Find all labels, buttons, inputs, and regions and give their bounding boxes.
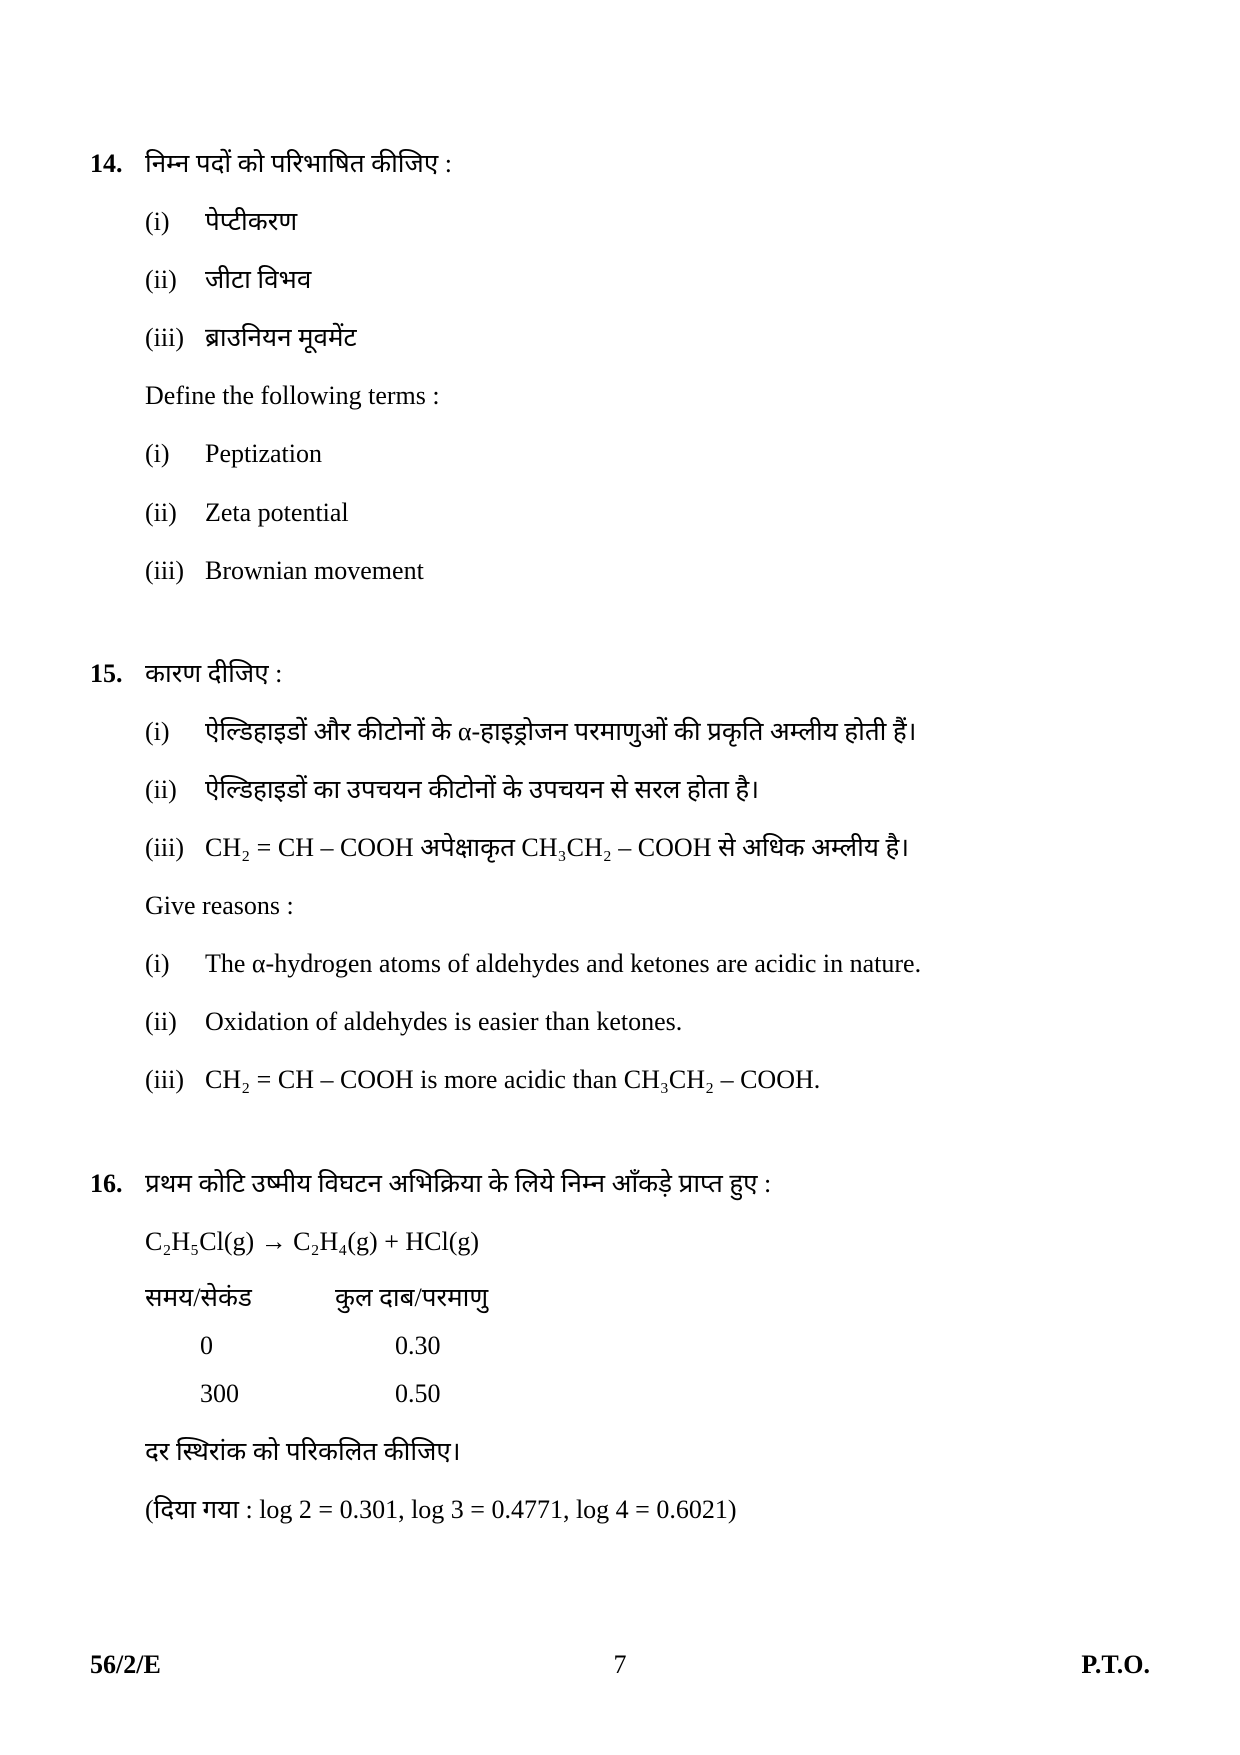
- question-number: 16.: [90, 1160, 145, 1208]
- sub-item: (i) The α-hydrogen atoms of aldehydes an…: [145, 940, 1150, 988]
- sub-marker: (i): [145, 430, 205, 478]
- sub-marker: (ii): [145, 998, 205, 1046]
- table-cell: 0.30: [335, 1322, 535, 1370]
- sub-text: Brownian movement: [205, 547, 1150, 595]
- sub-marker: (iii): [145, 314, 205, 362]
- sub-marker: (i): [145, 708, 205, 756]
- sub-text: जीटा विभव: [205, 256, 1150, 304]
- sub-text: The α-hydrogen atoms of aldehydes and ke…: [205, 940, 1150, 988]
- sub-marker: (ii): [145, 489, 205, 537]
- question-stem-hindi: कारण दीजिए :: [145, 650, 1150, 698]
- equation: C₂H₅Cl(g) → C₂H₄(g) + HCl(g): [145, 1218, 1150, 1266]
- sub-text: पेप्टीकरण: [205, 198, 1150, 246]
- sub-item: (iii) Brownian movement: [145, 547, 1150, 595]
- sub-marker: (iii): [145, 824, 205, 872]
- sub-text: ऐल्डिहाइडों और कीटोनों के α-हाइड्रोजन पर…: [205, 708, 1150, 756]
- sub-marker: (ii): [145, 766, 205, 814]
- footer-left: 56/2/E: [90, 1650, 161, 1680]
- question-tail-hindi: दर स्थिरांक को परिकलित कीजिए।: [145, 1428, 1150, 1476]
- sub-marker: (i): [145, 940, 205, 988]
- table-header: समय/सेकंड: [145, 1274, 335, 1322]
- sub-text: CH₂ = CH – COOH अपेक्षाकृत CH₃CH₂ – COOH…: [205, 824, 1150, 872]
- question-15: 15. कारण दीजिए : (i) ऐल्डिहाइडों और कीटो…: [90, 650, 1150, 1105]
- question-number: 14.: [90, 140, 145, 188]
- given-values: (दिया गया : log 2 = 0.301, log 3 = 0.477…: [145, 1486, 1150, 1534]
- sub-text: Zeta potential: [205, 489, 1150, 537]
- page-footer: 56/2/E 7 P.T.O.: [0, 1650, 1240, 1680]
- sub-item: (ii) Oxidation of aldehydes is easier th…: [145, 998, 1150, 1046]
- question-stem-hindi: निम्न पदों को परिभाषित कीजिए :: [145, 140, 1150, 188]
- footer-page-number: 7: [614, 1650, 627, 1680]
- footer-right: P.T.O.: [1081, 1650, 1150, 1680]
- sub-text: ब्राउनियन मूवमेंट: [205, 314, 1150, 362]
- table-cell: 300: [145, 1370, 335, 1418]
- sub-text: CH₂ = CH – COOH is more acidic than CH₃C…: [205, 1056, 1150, 1104]
- sub-text: Peptization: [205, 430, 1150, 478]
- page-content: 14. निम्न पदों को परिभाषित कीजिए : (i) प…: [0, 0, 1240, 1649]
- sub-item: (ii) जीटा विभव: [145, 256, 1150, 304]
- sub-marker: (ii): [145, 256, 205, 304]
- sub-item: (iii) CH₂ = CH – COOH अपेक्षाकृत CH₃CH₂ …: [145, 824, 1150, 872]
- sub-text: Oxidation of aldehydes is easier than ke…: [205, 998, 1150, 1046]
- sub-marker: (i): [145, 198, 205, 246]
- question-16: 16. प्रथम कोटि उष्मीय विघटन अभिक्रिया के…: [90, 1160, 1150, 1535]
- sub-item: (iii) CH₂ = CH – COOH is more acidic tha…: [145, 1056, 1150, 1104]
- sub-item: (i) Peptization: [145, 430, 1150, 478]
- sub-marker: (iii): [145, 1056, 205, 1104]
- table-cell: 0: [145, 1322, 335, 1370]
- question-number: 15.: [90, 650, 145, 698]
- sub-item: (ii) Zeta potential: [145, 489, 1150, 537]
- question-stem-english: Give reasons :: [145, 882, 1150, 930]
- table-header: कुल दाब/परमाणु: [335, 1274, 535, 1322]
- question-stem-hindi: प्रथम कोटि उष्मीय विघटन अभिक्रिया के लिय…: [145, 1160, 1150, 1208]
- sub-marker: (iii): [145, 547, 205, 595]
- data-table: समय/सेकंड कुल दाब/परमाणु 0 0.30 300 0.50: [145, 1274, 1150, 1418]
- sub-item: (iii) ब्राउनियन मूवमेंट: [145, 314, 1150, 362]
- question-14: 14. निम्न पदों को परिभाषित कीजिए : (i) प…: [90, 140, 1150, 595]
- sub-item: (i) पेप्टीकरण: [145, 198, 1150, 246]
- sub-text: ऐल्डिहाइडों का उपचयन कीटोनों के उपचयन से…: [205, 766, 1150, 814]
- sub-item: (i) ऐल्डिहाइडों और कीटोनों के α-हाइड्रोज…: [145, 708, 1150, 756]
- question-stem-english: Define the following terms :: [145, 372, 1150, 420]
- sub-item: (ii) ऐल्डिहाइडों का उपचयन कीटोनों के उपच…: [145, 766, 1150, 814]
- table-cell: 0.50: [335, 1370, 535, 1418]
